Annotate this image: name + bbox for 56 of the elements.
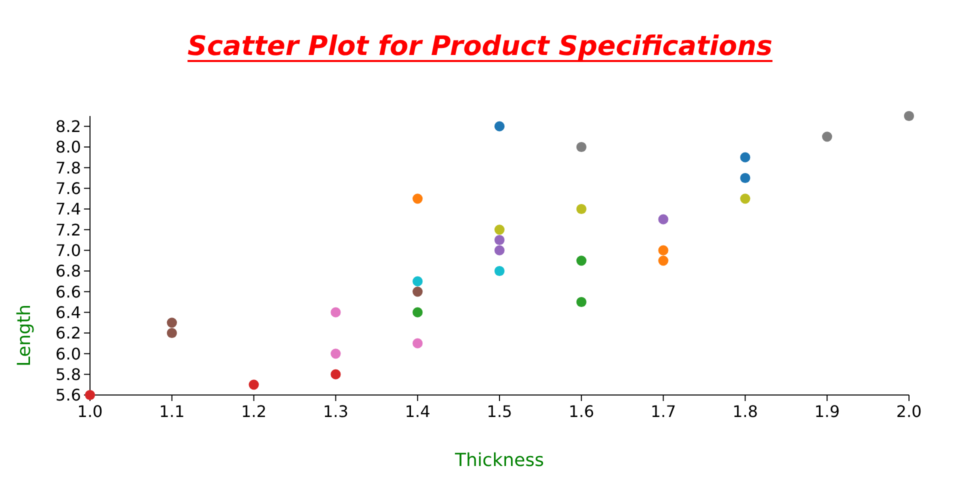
point xyxy=(740,152,750,162)
x-tick-label: 1.3 xyxy=(322,402,348,421)
point xyxy=(494,121,505,132)
x-tick-label: 1.5 xyxy=(486,402,512,421)
x-tick-label: 1.9 xyxy=(814,402,840,421)
point xyxy=(248,380,259,390)
y-tick-label: 7.0 xyxy=(56,240,81,260)
point xyxy=(166,328,177,338)
point xyxy=(330,369,341,380)
point xyxy=(740,194,750,204)
point xyxy=(494,266,505,276)
point xyxy=(412,338,423,348)
point xyxy=(658,256,668,266)
x-tick-label: 1.4 xyxy=(404,402,430,421)
point xyxy=(576,204,586,214)
point xyxy=(330,348,341,359)
point xyxy=(412,286,423,297)
point xyxy=(494,245,505,256)
y-tick-label: 7.8 xyxy=(56,158,81,178)
x-tick-label: 1.6 xyxy=(568,402,594,421)
point xyxy=(658,214,668,224)
y-tick-label: 6.2 xyxy=(56,324,81,343)
point xyxy=(904,110,914,122)
y-tick-label: 8.2 xyxy=(56,116,81,136)
point xyxy=(822,132,832,142)
y-tick-label: 7.2 xyxy=(56,220,81,240)
y-axis-title: Length xyxy=(14,304,35,367)
y-tick-label: 7.4 xyxy=(56,200,81,219)
y-tick-label: 6.6 xyxy=(56,282,81,302)
point xyxy=(166,318,177,328)
y-tick-label: 8.0 xyxy=(56,138,81,157)
point xyxy=(412,194,423,204)
y-tick-label: 6.4 xyxy=(56,302,81,322)
y-tick-label: 6.8 xyxy=(56,262,81,281)
point xyxy=(576,296,586,308)
point xyxy=(412,307,423,318)
point xyxy=(740,172,750,184)
chart-title: Scatter Plot for Product Specifications xyxy=(188,31,772,62)
x-tick-label: 1.2 xyxy=(241,402,267,421)
y-tick-label: 5.8 xyxy=(56,364,81,384)
point xyxy=(330,307,341,318)
point xyxy=(412,276,423,286)
point xyxy=(494,234,505,246)
point xyxy=(576,142,586,152)
x-tick-label: 1.7 xyxy=(650,402,676,421)
x-tick-label: 1.1 xyxy=(159,402,185,421)
y-tick-label: 6.0 xyxy=(56,344,81,364)
x-axis-title: Thickness xyxy=(454,450,544,471)
point xyxy=(494,224,505,235)
point xyxy=(576,256,586,266)
x-tick-label: 1.8 xyxy=(732,402,758,421)
y-tick-label: 5.6 xyxy=(56,386,81,405)
y-tick-label: 7.6 xyxy=(56,178,81,198)
x-tick-label: 2.0 xyxy=(896,402,922,421)
point xyxy=(658,245,668,256)
x-tick-label: 1.0 xyxy=(77,402,103,421)
